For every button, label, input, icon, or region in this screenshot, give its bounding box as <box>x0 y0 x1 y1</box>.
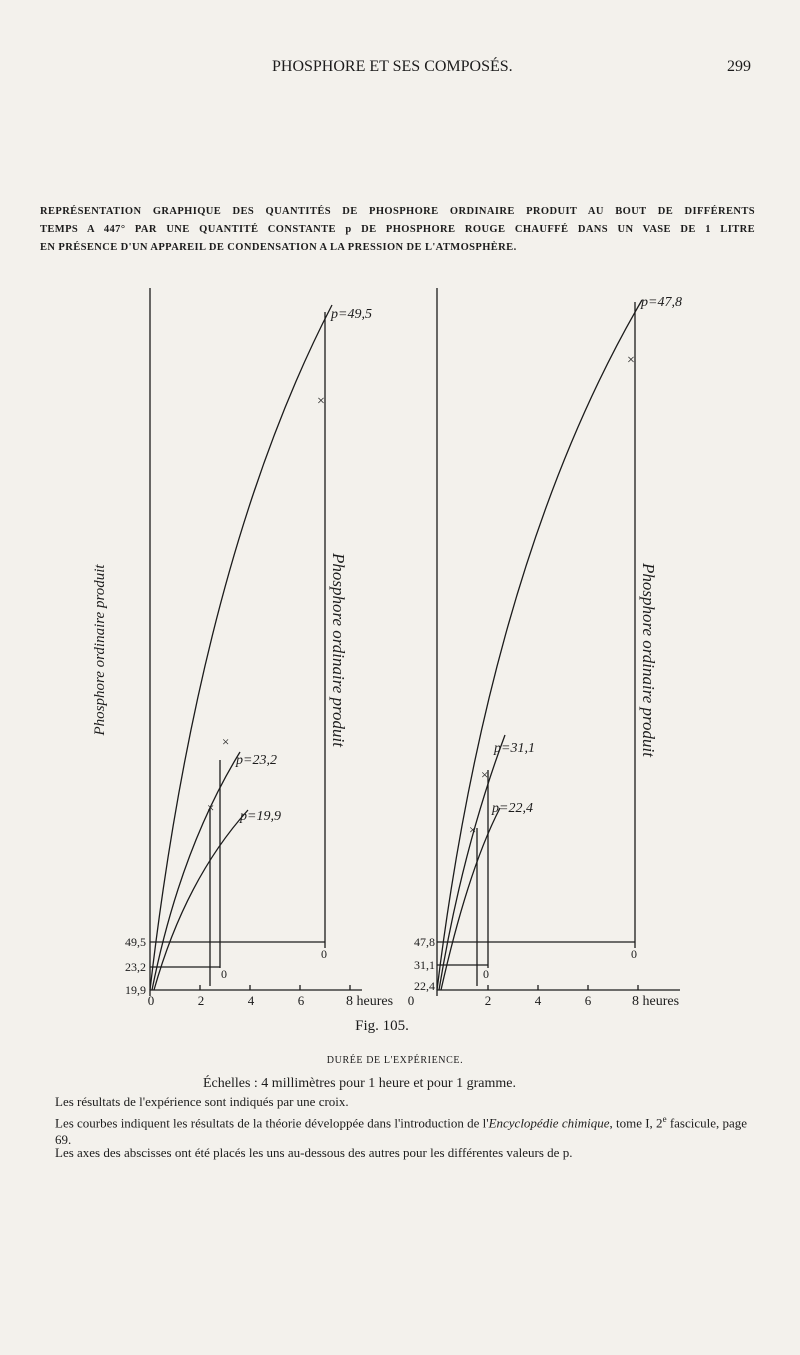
zero-label: 0 <box>631 947 637 961</box>
axis-label: Phosphore ordinaire produit <box>92 564 108 737</box>
y-label: 19,9 <box>125 983 146 997</box>
curve-label: p=23,2 <box>235 753 277 768</box>
figure: × × × p=49,5 p=23,2 p=19,9 0 0 49,5 23,2… <box>92 288 682 1066</box>
x-label: 2 <box>198 993 205 1008</box>
curve-label: p=49,5 <box>330 307 372 322</box>
cross: × <box>481 767 488 782</box>
cross: × <box>317 394 325 409</box>
curve-label: p=31,1 <box>493 741 535 756</box>
note-italic: Encyclopédie chimique <box>488 1115 610 1131</box>
caption-line: REPRÉSENTATION GRAPHIQUE DES QUANTITÉS D… <box>40 206 755 217</box>
zero-label: 0 <box>483 967 489 981</box>
x-title: DURÉE DE L'EXPÉRIENCE. <box>327 1054 463 1066</box>
curve-label: p=19,9 <box>239 809 281 824</box>
x-label: 2 <box>485 993 492 1008</box>
note: Les courbes indiquent les résultats de l… <box>55 1111 755 1148</box>
curve <box>149 304 333 991</box>
x-label: 0 <box>148 993 155 1008</box>
caption-line: EN PRÉSENCE D'UN APPAREIL DE CONDENSATIO… <box>40 242 517 253</box>
cross: × <box>207 800 214 815</box>
note-text: Les courbes indiquent les résultats de l… <box>55 1115 489 1131</box>
x-label: 6 <box>585 993 592 1008</box>
note-text: , tome I, 2 <box>609 1115 663 1131</box>
curve-label: p=47,8 <box>640 295 682 310</box>
y-label: 31,1 <box>414 958 435 972</box>
side-label: Phosphore ordinaire produit <box>329 552 348 748</box>
cross: × <box>469 822 476 837</box>
caption-line: TEMPS A 447° PAR UNE QUANTITÉ CONSTANTE … <box>40 224 755 235</box>
cross: × <box>222 734 229 749</box>
zero-label: 0 <box>221 967 227 981</box>
cross: × <box>627 353 635 368</box>
zero-label: 0 <box>321 947 327 961</box>
curve-label: p=22,4 <box>491 801 533 816</box>
curve <box>438 734 506 991</box>
x-label: 4 <box>248 993 255 1008</box>
y-label: 23,2 <box>125 960 146 974</box>
note: Échelles : 4 millimètres pour 1 heure et… <box>203 1076 516 1091</box>
figure-label: Fig. 105. <box>355 1018 409 1034</box>
x-label: 4 <box>535 993 542 1008</box>
curve <box>151 751 241 991</box>
note: Les axes des abscisses ont été placés le… <box>55 1145 573 1160</box>
y-label: 22,4 <box>414 979 435 993</box>
side-label: Phosphore ordinaire produit <box>639 562 658 758</box>
note-sup: e <box>662 1114 667 1124</box>
y-label: 49,5 <box>125 935 146 949</box>
x-label: 8 heures <box>632 994 679 1009</box>
page-number: 299 <box>727 58 751 75</box>
curve <box>440 807 501 991</box>
note: Les résultats de l'expérience sont indiq… <box>55 1094 349 1109</box>
y-label: 47,8 <box>414 935 435 949</box>
curve <box>436 299 643 991</box>
note-text: fascicule, page 69. <box>55 1115 748 1148</box>
x-label: 0 <box>408 993 415 1008</box>
x-label: 8 heures <box>346 994 393 1009</box>
running-title: PHOSPHORE ET SES COMPOSÉS. <box>272 58 513 75</box>
curve <box>153 809 249 991</box>
x-label: 6 <box>298 993 305 1008</box>
